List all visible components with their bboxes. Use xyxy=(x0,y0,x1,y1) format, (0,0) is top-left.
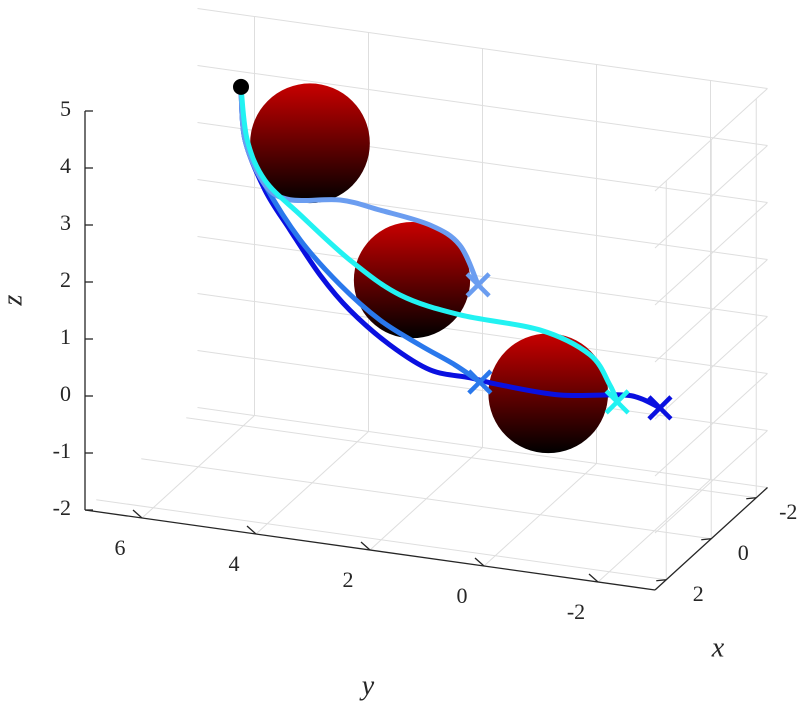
x-tick xyxy=(701,538,712,541)
y-tick-label: 4 xyxy=(229,551,240,576)
x-tick-label: 2 xyxy=(693,581,704,606)
z-tick-label: 3 xyxy=(60,210,71,235)
y-tick xyxy=(474,557,485,567)
y-tick xyxy=(588,573,599,583)
x-tick xyxy=(746,497,757,500)
y-axis-label: y xyxy=(359,670,375,701)
end-marker xyxy=(647,395,673,421)
z-tick-label: 2 xyxy=(60,267,71,292)
y-tick-label: -2 xyxy=(567,599,585,624)
axes xyxy=(84,110,768,591)
y-tick-label: 2 xyxy=(343,567,354,592)
trajectory xyxy=(238,84,620,405)
x-axis-label: x xyxy=(711,632,725,663)
y-tick xyxy=(246,525,257,535)
end-marker xyxy=(467,369,493,395)
end-marker xyxy=(465,272,491,298)
y-tick xyxy=(132,509,143,519)
z-tick-label: -1 xyxy=(53,438,71,463)
start-marker xyxy=(233,78,249,95)
x-tick-label: -2 xyxy=(779,499,797,524)
grid-line xyxy=(96,499,667,581)
y-tick xyxy=(360,541,371,551)
z-tick-label: 1 xyxy=(60,324,71,349)
y-tick-label: 0 xyxy=(457,583,468,608)
z-tick-label: 5 xyxy=(60,96,71,121)
end-marker xyxy=(604,389,630,415)
z-tick-label: -2 xyxy=(53,495,71,520)
z-tick-label: 0 xyxy=(60,381,71,406)
z-tick-label: 4 xyxy=(60,153,71,178)
y-tick-label: 6 xyxy=(115,535,126,560)
grid-line xyxy=(186,417,757,499)
grid-line xyxy=(141,458,712,540)
z-axis-label: z xyxy=(0,294,28,306)
x-tick xyxy=(656,579,667,582)
obstacle xyxy=(250,83,370,204)
x-tick-label: 0 xyxy=(738,540,749,565)
